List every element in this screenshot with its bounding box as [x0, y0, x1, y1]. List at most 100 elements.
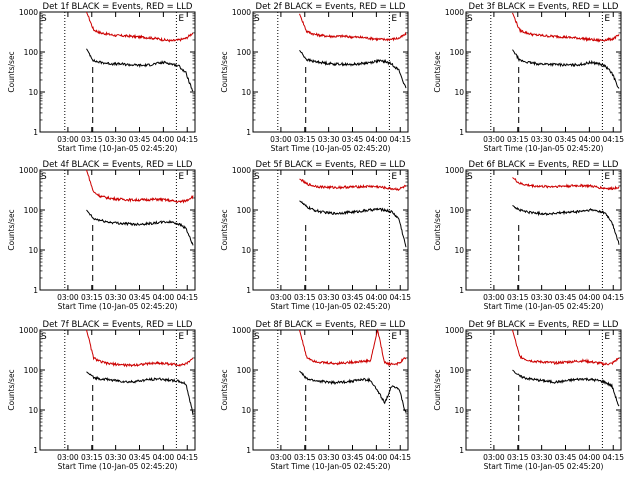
- x-tick-label: 03:30: [318, 453, 340, 462]
- x-tick-label: 03:15: [81, 135, 103, 144]
- y-tick-label: 100: [237, 206, 252, 215]
- chart-title: Det 5f BLACK = Events, RED = LLD: [256, 160, 406, 170]
- plot-frame: [465, 169, 622, 291]
- x-tick-label: 03:00: [483, 453, 505, 462]
- x-tick-label: 03:15: [507, 453, 529, 462]
- end-mark-label: E: [604, 14, 610, 24]
- chart-panel-1: Det 1f BLACK = Events, RED = LLD 1 10 100 10…: [7, 2, 198, 153]
- y-tick-label: 100: [24, 206, 39, 215]
- y-tick-label: 1000: [232, 166, 251, 175]
- x-tick-label: 03:45: [555, 135, 577, 144]
- y-tick-label: 1: [246, 286, 251, 295]
- y-axis-label: Counts/sec: [7, 369, 16, 410]
- y-axis-label: Counts/sec: [433, 369, 442, 410]
- x-tick-label: 04:15: [176, 135, 198, 144]
- x-tick-label: 04:15: [176, 453, 198, 462]
- x-tick-label: 03:15: [294, 293, 316, 302]
- end-mark-label: E: [178, 172, 184, 182]
- lld-series-line: [86, 329, 194, 368]
- plot-frame: [465, 11, 622, 133]
- y-tick-label: 1000: [445, 166, 464, 175]
- y-tick-label: 1000: [445, 8, 464, 17]
- x-tick-label: 03:30: [318, 293, 340, 302]
- lld-series-line: [299, 178, 407, 191]
- x-tick-label: 03:15: [81, 293, 103, 302]
- y-tick-label: 10: [241, 88, 251, 97]
- lld-series-line: [299, 13, 407, 42]
- y-tick-label: 10: [454, 88, 464, 97]
- x-tick-label: 04:15: [389, 135, 411, 144]
- y-tick-label: 1000: [19, 326, 38, 335]
- end-mark-label: E: [391, 332, 397, 342]
- lld-series-line: [86, 11, 194, 43]
- end-mark-label: E: [178, 332, 184, 342]
- y-tick-label: 10: [241, 246, 251, 255]
- x-tick-label: 03:45: [555, 453, 577, 462]
- x-tick-label: 03:30: [531, 135, 553, 144]
- y-tick-label: 10: [28, 246, 38, 255]
- plot-frame: [39, 329, 196, 451]
- y-tick-label: 100: [24, 48, 39, 57]
- plot-frame: [252, 11, 409, 133]
- start-mark-label: S: [41, 172, 47, 182]
- x-tick-label: 04:15: [176, 293, 198, 302]
- y-tick-label: 100: [237, 48, 252, 57]
- x-tick-label: 03:00: [270, 453, 292, 462]
- y-tick-label: 100: [450, 366, 465, 375]
- end-mark-label: E: [391, 14, 397, 24]
- start-mark-label: S: [467, 14, 473, 24]
- x-tick-label: 03:00: [57, 293, 79, 302]
- plot-frame: [252, 169, 409, 291]
- start-mark-label: S: [254, 172, 260, 182]
- x-tick-label: 04:00: [579, 293, 601, 302]
- x-tick-label: 03:15: [294, 453, 316, 462]
- plot-frame: [252, 329, 409, 451]
- x-axis-label: Start Time (10-Jan-05 02:45:20): [58, 144, 178, 153]
- y-tick-label: 1000: [445, 326, 464, 335]
- x-tick-label: 03:30: [531, 453, 553, 462]
- y-tick-label: 1: [246, 128, 251, 137]
- x-tick-label: 03:30: [105, 135, 127, 144]
- y-tick-label: 1000: [19, 166, 38, 175]
- x-axis-label: Start Time (10-Jan-05 02:45:20): [484, 462, 604, 471]
- end-mark-label: E: [604, 332, 610, 342]
- lld-series-line: [512, 177, 620, 191]
- x-tick-label: 04:15: [389, 453, 411, 462]
- events-series-line: [512, 204, 620, 245]
- y-tick-label: 100: [450, 206, 465, 215]
- plot-frame: [39, 11, 196, 133]
- x-tick-label: 03:45: [342, 453, 364, 462]
- chart-title: Det 7f BLACK = Events, RED = LLD: [43, 320, 193, 330]
- end-mark-label: E: [391, 172, 397, 182]
- x-axis-label: Start Time (10-Jan-05 02:45:20): [484, 144, 604, 153]
- plot-frame: [39, 169, 196, 291]
- chart-title: Det 3f BLACK = Events, RED = LLD: [469, 2, 619, 12]
- chart-panel-4: Det 4f BLACK = Events, RED = LLD 1 10 100 10…: [7, 160, 198, 311]
- x-tick-label: 03:45: [342, 135, 364, 144]
- y-tick-label: 10: [28, 88, 38, 97]
- x-tick-label: 04:00: [579, 135, 601, 144]
- x-tick-label: 03:15: [81, 453, 103, 462]
- x-tick-label: 03:00: [483, 135, 505, 144]
- x-tick-label: 03:00: [483, 293, 505, 302]
- chart-title: Det 8f BLACK = Events, RED = LLD: [256, 320, 406, 330]
- y-tick-label: 1: [33, 128, 38, 137]
- y-tick-label: 1: [246, 446, 251, 455]
- chart-title: Det 4f BLACK = Events, RED = LLD: [43, 160, 193, 170]
- start-mark-label: S: [467, 332, 473, 342]
- x-tick-label: 04:15: [602, 453, 624, 462]
- x-tick-label: 03:45: [555, 293, 577, 302]
- chart-panel-9: Det 9f BLACK = Events, RED = LLD 1 10 100 10…: [433, 320, 624, 471]
- chart-panel-7: Det 7f BLACK = Events, RED = LLD 1 10 100 10…: [7, 320, 198, 471]
- x-tick-label: 04:00: [366, 135, 388, 144]
- y-tick-label: 10: [28, 406, 38, 415]
- y-tick-label: 1: [459, 128, 464, 137]
- x-tick-label: 03:30: [105, 293, 127, 302]
- x-tick-label: 03:00: [270, 293, 292, 302]
- y-tick-label: 100: [237, 366, 252, 375]
- x-tick-label: 04:00: [153, 293, 175, 302]
- x-tick-label: 04:00: [153, 135, 175, 144]
- chart-title: Det 9f BLACK = Events, RED = LLD: [469, 320, 619, 330]
- chart-title: Det 6f BLACK = Events, RED = LLD: [469, 160, 619, 170]
